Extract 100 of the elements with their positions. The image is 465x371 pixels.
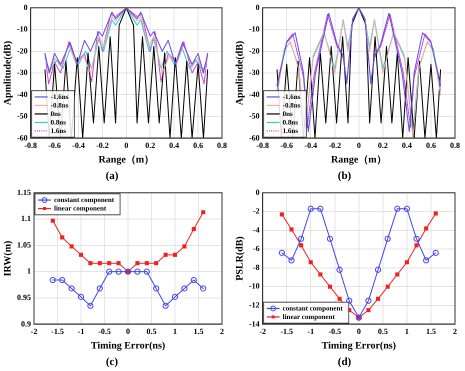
y-axis-title: IRW(m)	[2, 240, 14, 276]
point	[154, 261, 158, 266]
point	[289, 227, 294, 232]
y-tick-label: -20	[16, 46, 28, 56]
y-tick-label: -60	[248, 133, 260, 142]
point	[106, 268, 112, 275]
x-tick-label: 0	[126, 327, 130, 336]
x-tick-label: -1	[307, 327, 314, 336]
point	[200, 285, 206, 292]
x-tick-label: 0.8	[450, 141, 460, 150]
point	[414, 243, 419, 248]
x-tick-label: 2	[220, 327, 224, 336]
point	[172, 252, 178, 257]
point	[172, 294, 178, 300]
point	[288, 257, 295, 264]
y-tick-label: -30	[248, 68, 260, 78]
y-tick-label: 0	[256, 188, 260, 197]
y-tick-label: -4	[252, 225, 260, 234]
x-tick-label: 0.4	[169, 141, 180, 150]
x-tick-label: -0.4	[72, 141, 85, 150]
x-tick-label: 0.5	[378, 327, 388, 336]
x-tick-label: 0.8	[217, 141, 227, 150]
point	[326, 236, 334, 242]
point	[162, 302, 169, 309]
point	[384, 236, 391, 242]
y-tick-label: -50	[248, 112, 260, 121]
y-tick-label: -6	[252, 244, 260, 254]
y-tick-label: 1.1	[21, 214, 31, 224]
x-tick-label: 1	[173, 327, 177, 336]
x-tick-label: -0.2	[328, 141, 342, 150]
x-tick-label: -1	[78, 327, 84, 336]
y-tick-label: -50	[16, 112, 28, 121]
x-tick-label: -1.5	[51, 327, 64, 336]
x-tick-label: -0.5	[328, 327, 342, 336]
point	[338, 296, 342, 301]
x-tick-label: -2	[30, 327, 38, 336]
x-tick-label: 1	[404, 327, 409, 336]
point	[404, 206, 410, 212]
y-tick-label: -40	[248, 90, 260, 99]
point	[87, 302, 94, 309]
point	[60, 235, 64, 240]
x-axis-title: Timing Error(ns)	[90, 340, 166, 352]
point	[144, 268, 150, 275]
y-tick-label: 0.95	[17, 292, 31, 302]
point	[346, 298, 352, 304]
text: (b)	[338, 170, 352, 182]
point	[395, 272, 400, 277]
point	[98, 261, 102, 266]
point	[298, 236, 304, 242]
point	[394, 206, 400, 212]
point	[96, 285, 103, 292]
x-tick-label: 1.5	[426, 327, 436, 336]
y-tick-label: -30	[16, 68, 28, 78]
point	[192, 227, 196, 232]
text: (d)	[338, 356, 352, 368]
x-tick-label: 1.5	[194, 327, 204, 336]
point	[201, 210, 206, 214]
y-tick-label: -2	[252, 206, 260, 216]
point	[318, 272, 322, 277]
point	[376, 296, 380, 301]
x-tick-label: -1.5	[280, 327, 294, 336]
point	[59, 276, 66, 284]
x-axis-title: Range（m）	[98, 154, 154, 166]
point	[50, 276, 56, 284]
point	[432, 250, 439, 256]
x-tick-label: 0	[124, 141, 128, 150]
y-tick-label: -8	[252, 262, 260, 272]
y-tick-label: 1.15	[17, 188, 31, 197]
x-tick-label: 0.4	[402, 141, 412, 150]
x-tick-label: -0.5	[98, 327, 111, 336]
point	[107, 261, 112, 266]
point	[423, 257, 430, 264]
point	[190, 276, 197, 284]
x-tick-label: 2	[453, 327, 457, 336]
y-tick-label: -40	[16, 90, 28, 99]
point	[404, 260, 409, 264]
point	[366, 308, 371, 312]
point	[144, 261, 149, 266]
point	[336, 266, 343, 273]
y-tick-label: -20	[248, 46, 260, 56]
point	[181, 285, 188, 292]
x-tick-label: -0.6	[48, 141, 61, 150]
point	[386, 284, 390, 289]
point	[116, 261, 121, 266]
x-tick-label: -0.8	[256, 141, 269, 150]
point	[134, 268, 140, 275]
point	[328, 284, 332, 289]
point	[70, 244, 74, 248]
x-tick-label: 0.6	[193, 141, 204, 150]
point	[78, 252, 84, 257]
point	[299, 243, 304, 248]
x-tick-label: 0	[356, 327, 361, 336]
text: (a)	[106, 170, 119, 182]
x-tick-label: 0.2	[145, 141, 156, 150]
point	[50, 218, 55, 223]
y-tick-label: 0	[24, 2, 28, 12]
x-axis-title: Timing Error(ns)	[322, 340, 396, 352]
point	[308, 206, 314, 212]
point	[374, 266, 382, 273]
point	[413, 236, 420, 242]
